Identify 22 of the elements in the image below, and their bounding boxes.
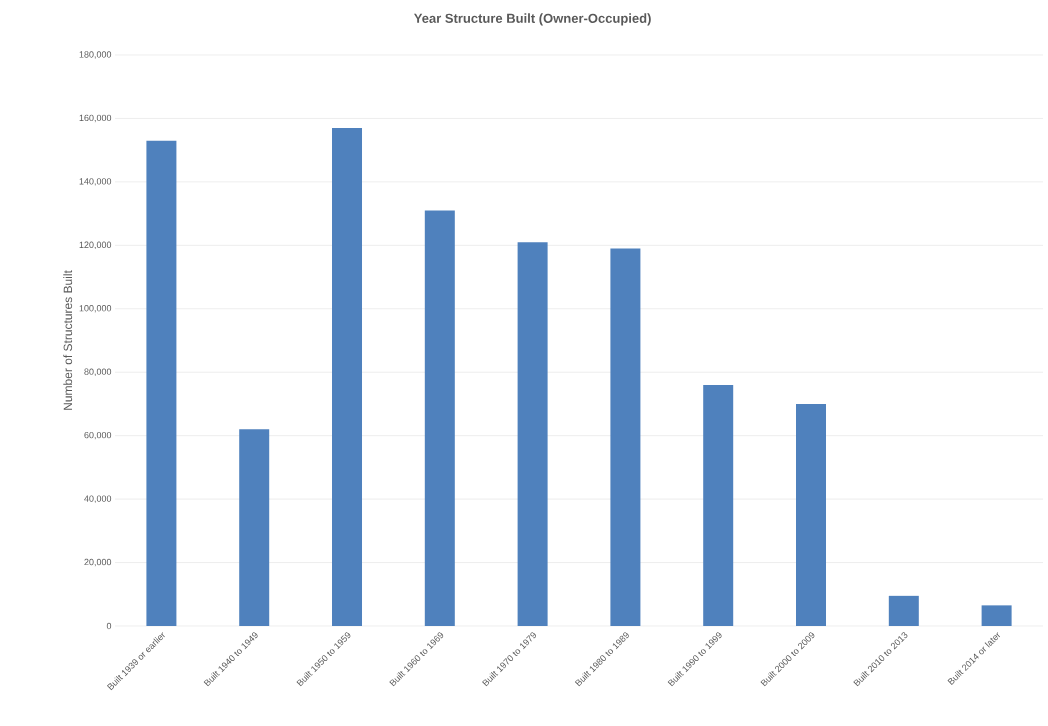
bar [703,384,734,626]
y-tick-label: 100,000 [79,305,112,313]
y-tick-label: 160,000 [79,114,112,123]
bar [796,403,827,626]
bar [610,248,641,626]
y-tick-label: 60,000 [84,431,112,440]
y-tick-label: 180,000 [79,51,112,59]
y-tick-label: 80,000 [84,368,112,376]
y-tick-label: 120,000 [79,241,112,250]
chart-title: Year Structure Built (Owner-Occupied) [414,13,651,26]
y-tick-label: 40,000 [84,495,112,503]
bar [239,429,270,626]
bar [332,127,363,626]
bar [981,605,1012,626]
bar [888,595,919,626]
bar [424,210,455,626]
y-axis-title: Number of Structures Built [63,270,73,410]
bar [146,140,177,626]
bar [517,242,548,626]
y-tick-label: 20,000 [84,558,112,567]
y-tick-label: 140,000 [79,178,112,186]
y-tick-label: 0 [106,622,112,630]
